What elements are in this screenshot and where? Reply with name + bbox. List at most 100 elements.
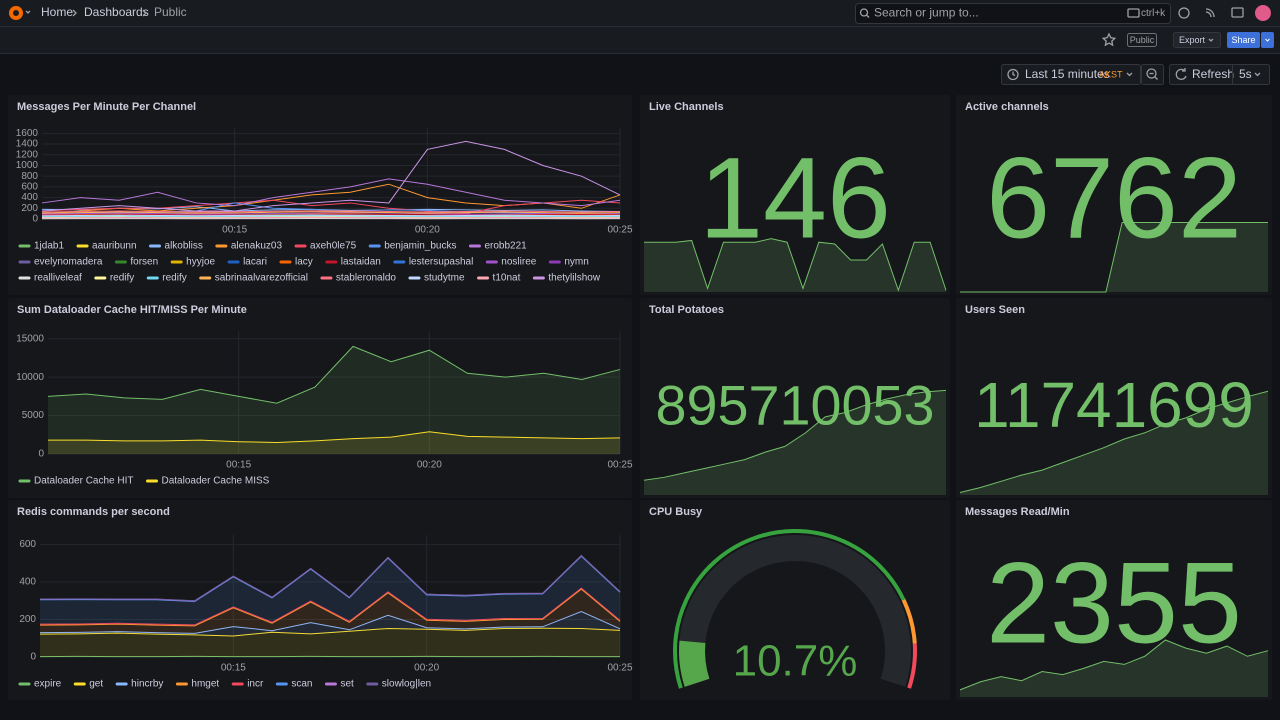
search-box[interactable]	[855, 3, 1171, 24]
share-button[interactable]	[1227, 32, 1260, 48]
series-line	[41, 178, 621, 207]
panel	[640, 500, 950, 700]
legend-label: redify	[110, 273, 134, 284]
panel-title: Messages Read/Min	[965, 506, 1070, 518]
series-line	[47, 345, 621, 404]
export-label[interactable]: Export	[1179, 35, 1206, 45]
panel	[8, 298, 632, 498]
y-tick-label: 400	[21, 192, 38, 203]
breadcrumb[interactable]: Dashboards	[84, 5, 149, 19]
y-tick-label: 10000	[16, 372, 44, 383]
time-range[interactable]: Last 15 minutes	[1025, 67, 1110, 81]
x-tick-label: 00:15	[221, 663, 246, 674]
series-line	[39, 627, 621, 637]
dock-icon[interactable]	[1231, 7, 1244, 18]
series-area	[40, 589, 620, 634]
y-tick-label: 600	[21, 182, 38, 193]
legend-label: incr	[247, 679, 264, 690]
x-tick-label: 00:20	[414, 663, 439, 674]
x-tick-label: 00:25	[607, 663, 632, 674]
refresh-interval[interactable]: 5s	[1239, 67, 1252, 81]
refresh-picker[interactable]	[1169, 64, 1270, 85]
legend-label: nosliree	[501, 257, 536, 268]
search-icon	[859, 8, 869, 17]
sparkline-area	[960, 391, 1268, 495]
stat-value: 6762	[986, 134, 1242, 262]
y-tick-label: 600	[19, 539, 36, 550]
legend-label: lestersupashal	[409, 257, 473, 268]
series-line	[41, 215, 621, 218]
x-tick-label: 00:15	[226, 460, 251, 471]
y-tick-label: 200	[19, 614, 36, 625]
panel-title: Messages Per Minute Per Channel	[17, 101, 196, 113]
stat-value: 2355	[986, 539, 1242, 667]
series-line	[41, 212, 621, 215]
search-shortcut: ctrl+k	[1141, 8, 1166, 19]
badge	[1127, 33, 1157, 47]
zoom-out[interactable]	[1141, 64, 1164, 85]
legend-label: lastaidan	[341, 257, 381, 268]
y-tick-label: 1600	[16, 128, 39, 139]
legend-label: aauribunn	[92, 241, 136, 252]
series-line	[41, 215, 621, 218]
separator	[142, 9, 147, 17]
legend-label: hmget	[191, 679, 219, 690]
legend-label: axeh0le75	[310, 241, 357, 252]
series-area	[48, 346, 620, 454]
legend-label: erobb221	[484, 241, 527, 252]
time-picker[interactable]	[1001, 64, 1141, 85]
news-icon[interactable]	[1205, 8, 1215, 18]
legend-label: forsen	[130, 257, 158, 268]
series-line	[39, 611, 621, 634]
legend-label: scan	[291, 679, 312, 690]
share-label[interactable]: Share	[1231, 35, 1255, 45]
legend-label: lacy	[295, 257, 313, 268]
legend-label: thetylilshow	[548, 273, 600, 284]
logo[interactable]	[9, 6, 31, 20]
avatar[interactable]	[1255, 5, 1271, 21]
x-tick-label: 00:25	[607, 225, 632, 236]
gauge-threshold	[901, 599, 917, 644]
series-area	[48, 431, 620, 454]
legend-label: t10nat	[493, 273, 521, 284]
legend-label: stableronaldo	[336, 273, 396, 284]
series-area	[40, 556, 620, 625]
legend-label: lacari	[243, 257, 267, 268]
series-line	[41, 199, 621, 215]
breadcrumb-current: Public	[154, 5, 187, 19]
search-placeholder: Search or jump to...	[874, 6, 979, 20]
panel-title: Users Seen	[965, 304, 1025, 316]
panel	[640, 298, 950, 498]
breadcrumb[interactable]: Home	[41, 5, 73, 19]
star-icon[interactable]	[1101, 32, 1117, 47]
help-icon[interactable]	[1178, 7, 1190, 19]
logo-hole[interactable]	[13, 10, 19, 16]
legend-label: expire	[34, 679, 62, 690]
series-line	[41, 212, 621, 216]
legend-label: benjamin_bucks	[384, 241, 456, 252]
export-button[interactable]	[1173, 32, 1221, 48]
chevron	[1265, 38, 1270, 42]
legend-label: sabrinaalvarezofficial	[215, 273, 308, 284]
y-tick-label: 5000	[22, 410, 45, 421]
refresh-label[interactable]: Refresh	[1192, 67, 1234, 81]
zoom-icon	[1146, 68, 1157, 79]
separator	[72, 9, 77, 17]
chevron	[1126, 72, 1133, 77]
series-line	[39, 554, 621, 602]
series-line	[41, 214, 621, 217]
y-tick-label: 1200	[16, 149, 39, 160]
share-menu[interactable]	[1261, 32, 1274, 48]
gauge-track	[679, 535, 911, 687]
legend-label: 1jdab1	[34, 241, 64, 252]
sparkline-area	[644, 390, 946, 495]
y-tick-label: 1000	[16, 160, 39, 171]
gauge-threshold	[907, 643, 917, 689]
stat-value: 146	[699, 134, 891, 262]
gauge-threshold	[673, 529, 906, 689]
legend-label: Dataloader Cache MISS	[162, 476, 270, 487]
series-line	[48, 431, 621, 443]
x-tick-label: 00:15	[222, 225, 247, 236]
stat-value: 11741699	[974, 369, 1254, 441]
